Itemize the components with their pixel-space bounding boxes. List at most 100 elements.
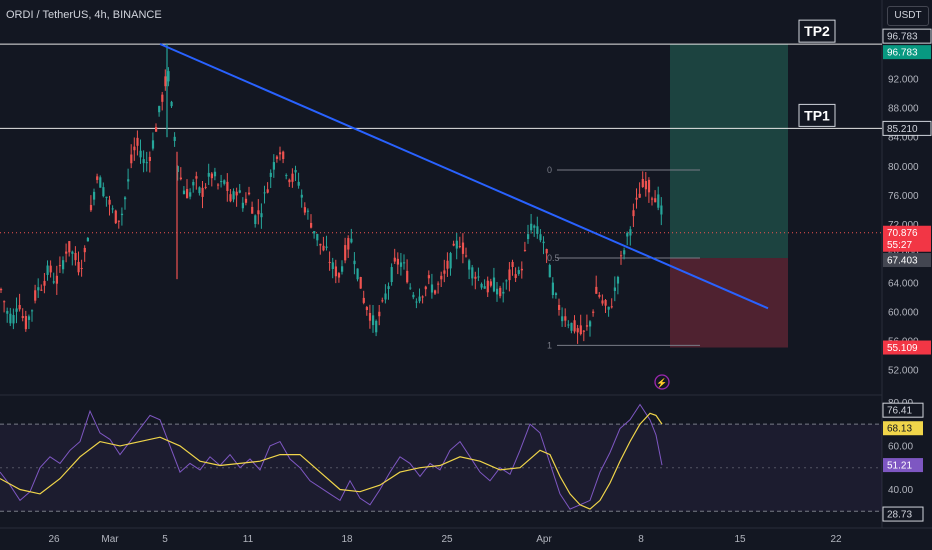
candle-body	[52, 281, 55, 283]
price-label-box	[882, 120, 932, 136]
candle-body	[291, 173, 294, 182]
candle-body	[409, 287, 412, 289]
candle-body	[430, 284, 434, 293]
candle-body	[285, 175, 288, 177]
rsi-label-box	[882, 506, 924, 522]
price-tick-label: 92.000	[888, 74, 919, 85]
candle-body	[68, 241, 71, 253]
currency-button[interactable]: USDT	[887, 6, 929, 26]
candle-body	[353, 260, 356, 265]
price-tick-label: 52.000	[888, 366, 919, 377]
price-tick-label: 76.000	[888, 191, 919, 202]
candle-body	[393, 257, 396, 262]
price-tick-label: 64.000	[888, 278, 919, 289]
candle-body	[616, 276, 620, 284]
time-tick-label: 18	[341, 534, 353, 545]
rsi-label-box	[883, 421, 923, 436]
candle-body	[71, 251, 74, 254]
candle-body	[173, 136, 176, 141]
candle-body	[424, 286, 427, 290]
candle-body	[127, 179, 130, 182]
candle-body	[384, 293, 387, 300]
price-label-text: 55:27	[887, 240, 912, 251]
candle-body	[626, 233, 629, 237]
candle-body	[275, 156, 279, 159]
candle-body	[257, 210, 260, 215]
candle-body	[415, 301, 418, 303]
candle-body	[372, 315, 375, 326]
candle-body	[434, 290, 437, 294]
candle-body	[601, 300, 604, 304]
candle-body	[551, 282, 554, 295]
candle-body	[325, 246, 328, 248]
candle-body	[554, 293, 558, 296]
candle-body	[148, 156, 151, 161]
price-label-text: 67.403	[887, 256, 918, 267]
candle-body	[604, 300, 607, 306]
candle-body	[461, 242, 465, 254]
candle-body	[486, 280, 489, 293]
rsi-label-text: 76.41	[887, 406, 912, 417]
candle-body	[21, 316, 24, 319]
time-tick-label: Mar	[101, 534, 119, 545]
rsi-label-box	[882, 402, 924, 418]
candle-body	[217, 184, 220, 186]
candle-body	[232, 191, 235, 200]
level-label-tp2: TP2	[804, 23, 830, 39]
candle-body	[55, 275, 58, 284]
candle-body	[124, 197, 127, 200]
candle-body	[272, 162, 275, 170]
candle-body	[505, 280, 508, 282]
candle-body	[641, 178, 644, 188]
time-tick-label: 22	[830, 534, 842, 545]
candle-body	[269, 172, 272, 177]
candle-body	[77, 261, 80, 273]
candle-body	[151, 140, 155, 149]
candle-body	[263, 192, 266, 194]
candle-body	[427, 275, 430, 279]
candle-body	[99, 177, 102, 188]
candle-body	[455, 240, 458, 249]
candle-body	[83, 247, 86, 253]
rsi-tick-label: 40.00	[888, 485, 913, 496]
candle-body	[161, 94, 164, 102]
candle-body	[375, 320, 378, 333]
candle-body	[418, 296, 421, 302]
candle-body	[254, 215, 257, 225]
candle-body	[399, 262, 403, 267]
candle-body	[89, 204, 93, 211]
candle-body	[201, 187, 204, 197]
price-label-box	[883, 253, 931, 268]
candle-body	[598, 294, 601, 297]
candle-body	[37, 287, 40, 291]
rsi-line	[0, 403, 663, 510]
fib-level-label: 1	[547, 340, 552, 350]
candle-body	[651, 198, 654, 200]
candle-body	[62, 260, 65, 270]
candle-body	[548, 265, 551, 278]
candle-body	[378, 311, 381, 317]
candle-body	[511, 261, 514, 267]
candle-body	[282, 151, 285, 160]
candle-body	[589, 321, 592, 327]
price-label-box	[883, 225, 931, 240]
candle-body	[328, 261, 331, 263]
candle-body	[623, 250, 626, 255]
rsi-tick-label: 60.00	[888, 441, 913, 452]
candle-body	[130, 154, 133, 164]
candle-body	[610, 306, 613, 308]
candle-body	[46, 265, 49, 275]
candle-body	[517, 270, 520, 274]
candle-body	[468, 260, 471, 270]
candle-body	[620, 255, 623, 257]
rsi-ma-line	[0, 412, 663, 510]
candle-body	[294, 169, 297, 173]
candle-body	[313, 231, 316, 234]
candle-body	[582, 330, 585, 332]
time-tick-label: 25	[441, 534, 453, 545]
candle-body	[573, 320, 576, 332]
price-label-box	[883, 340, 931, 355]
candle-body	[210, 173, 213, 179]
candle-body	[111, 208, 114, 210]
